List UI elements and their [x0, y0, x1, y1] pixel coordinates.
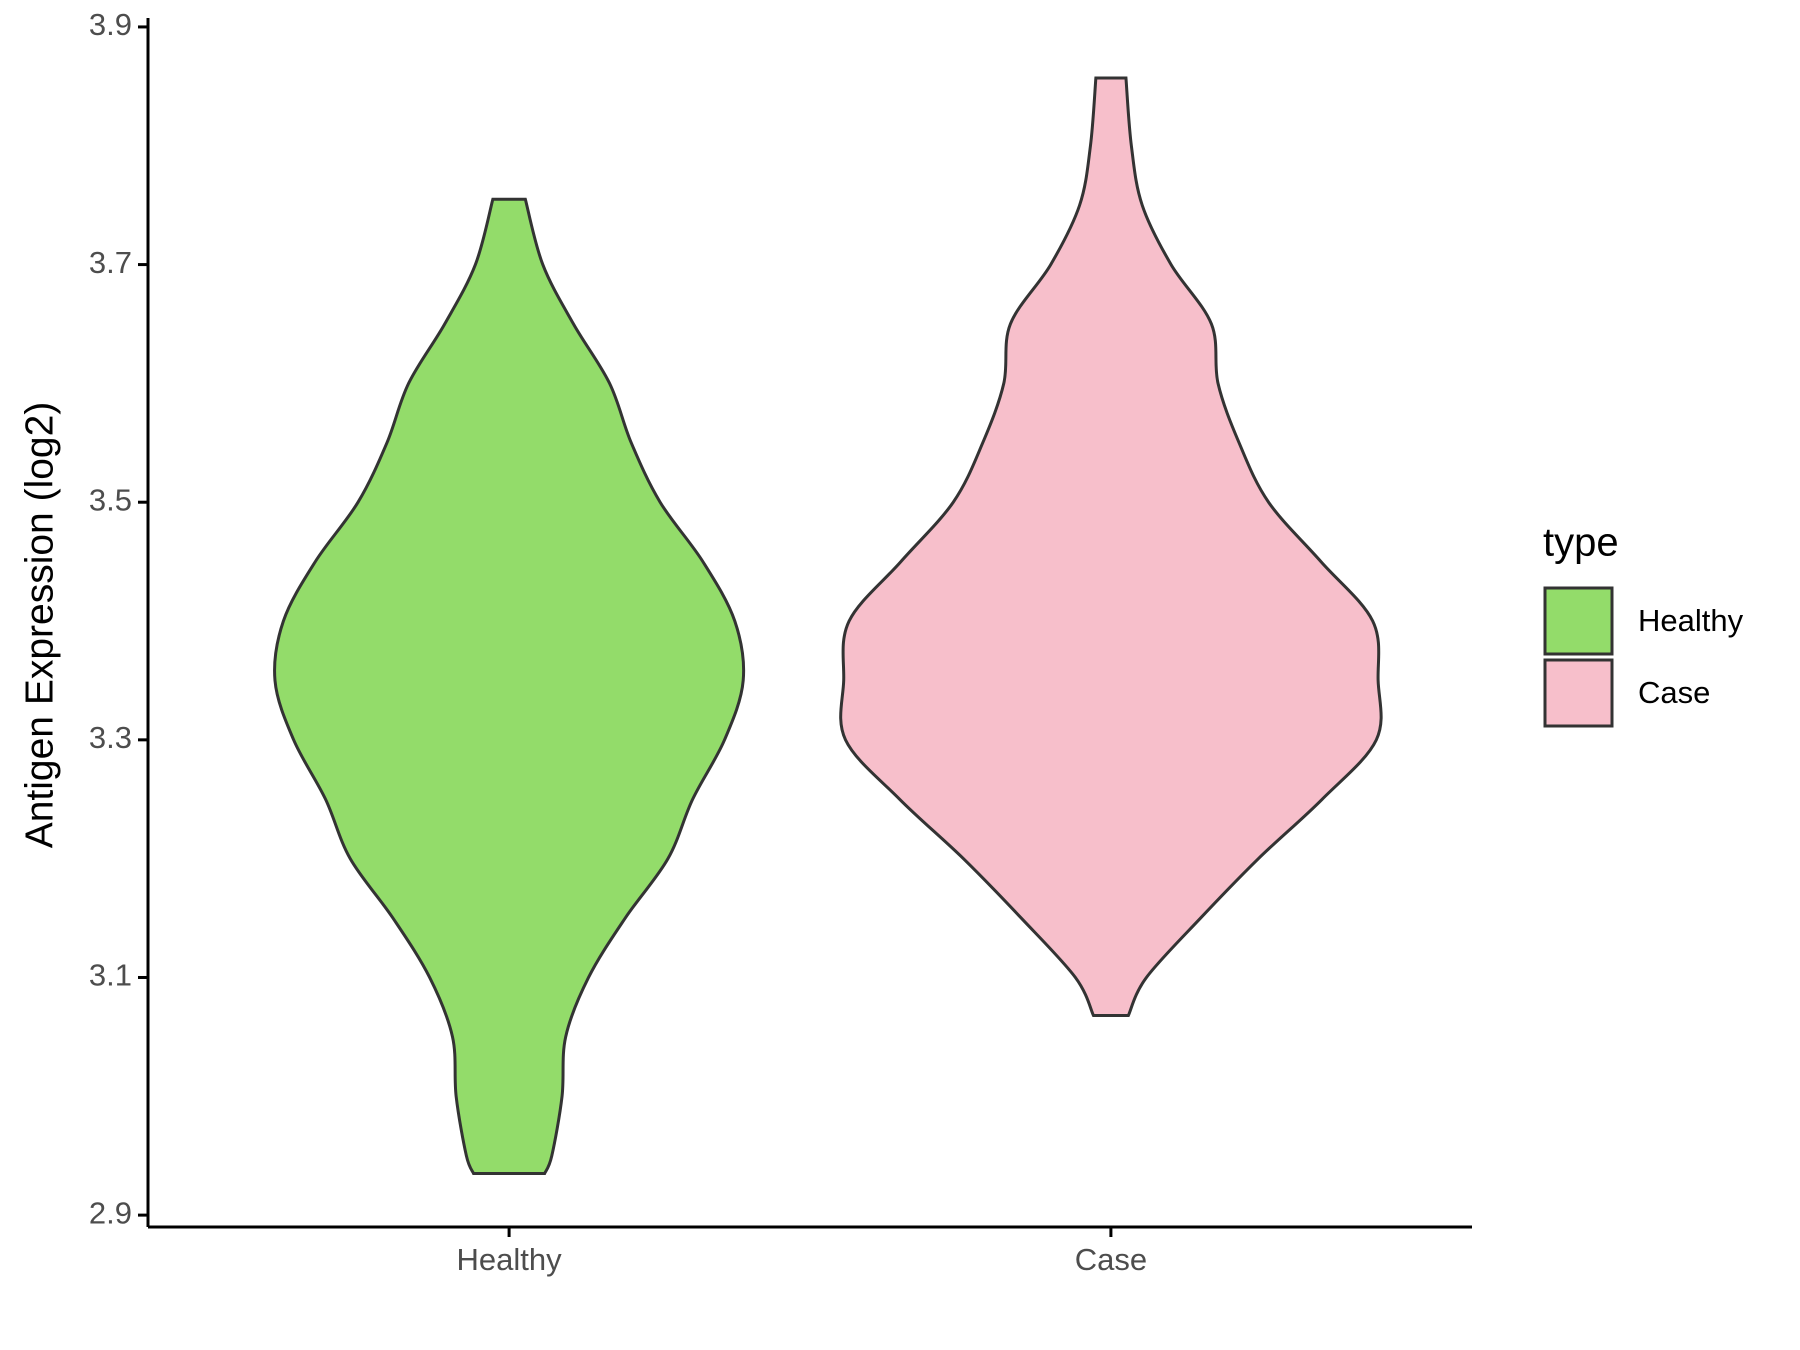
legend-label: Healthy	[1638, 603, 1744, 638]
x-tick-label: Case	[1075, 1242, 1147, 1277]
y-tick-label: 3.3	[89, 720, 132, 755]
y-tick-label: 3.7	[89, 245, 132, 280]
legend-key	[1543, 586, 1614, 656]
y-axis-title: Antigen Expression (log2)	[18, 402, 61, 849]
legend-label: Case	[1638, 675, 1710, 710]
y-tick-label: 3.1	[89, 958, 132, 993]
legend-key	[1543, 658, 1614, 728]
x-tick-label: Healthy	[457, 1242, 563, 1277]
y-tick-label: 2.9	[89, 1195, 132, 1230]
violin	[839, 76, 1383, 1017]
legend-title: type	[1543, 521, 1619, 565]
y-tick-label: 3.5	[89, 482, 132, 517]
violin	[273, 197, 746, 1176]
y-tick-label: 3.9	[89, 7, 132, 42]
